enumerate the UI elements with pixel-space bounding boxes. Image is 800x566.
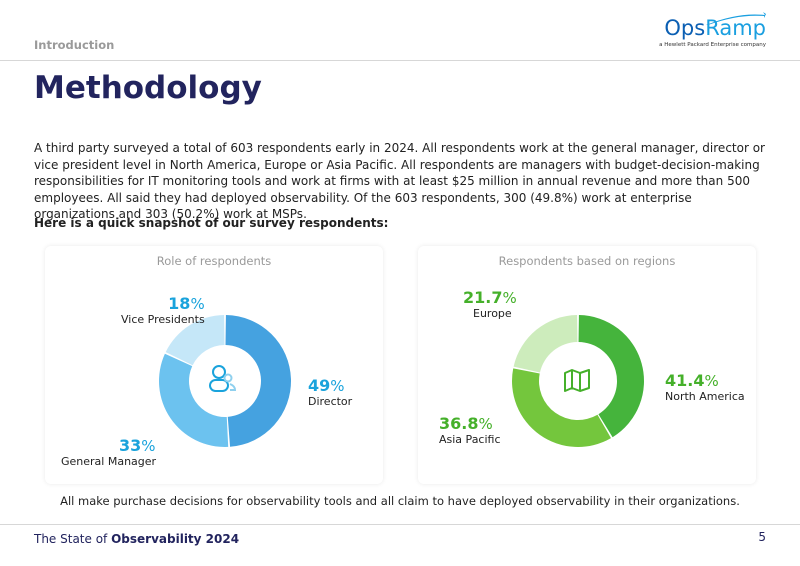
map-icon <box>564 369 590 392</box>
donut-segment-north-america <box>578 315 644 438</box>
roles-card-title: Role of respondents <box>156 254 272 268</box>
stat-value: 18 <box>168 294 191 313</box>
stat-general-manager: 33% General Manager <box>61 437 156 469</box>
page-title: Methodology <box>34 70 262 106</box>
stat-label: Asia Pacific <box>439 433 501 446</box>
stat-label: General Manager <box>61 455 157 468</box>
regions-card-title: Respondents based on regions <box>498 254 676 268</box>
footer-emphasis: Observability 2024 <box>111 532 240 546</box>
stat-label: Vice Presidents <box>121 313 205 326</box>
stat-label: Director <box>308 395 353 408</box>
stat-unit: % <box>502 289 517 307</box>
logo-swoosh-icon <box>706 12 766 25</box>
stat-unit: % <box>330 377 345 395</box>
stat-unit: % <box>478 415 493 433</box>
stat-unit: % <box>141 437 156 455</box>
stat-vice-presidents: 18% Vice Presidents <box>121 295 205 327</box>
footnote: All make purchase decisions for observab… <box>60 494 740 508</box>
donut-segment-general-manager <box>158 353 229 447</box>
stat-value: 41.4 <box>665 371 705 390</box>
donut-segment-europe <box>513 315 578 373</box>
stat-unit: % <box>704 372 719 390</box>
footer-prefix: The State of <box>34 532 112 546</box>
logo-brand-a: Ops <box>664 16 706 40</box>
opsramp-logo: OpsRamp a Hewlett Packard Enterprise com… <box>659 12 766 52</box>
section-label: Introduction <box>34 38 115 52</box>
regions-card: Respondents based on regions 21.7% Europ… <box>418 246 756 484</box>
stat-value: 49 <box>308 376 331 395</box>
stat-north-america: 41.4% North America <box>665 372 745 404</box>
donut-segment-asia-pacific <box>512 368 612 447</box>
logo-brand-b: Ramp <box>705 16 766 40</box>
donut-segment-director <box>225 315 291 447</box>
roles-donut-chart <box>158 315 291 447</box>
people-icon <box>209 365 237 392</box>
stat-label: North America <box>665 390 745 403</box>
logo-wordmark: OpsRamp <box>664 16 766 40</box>
stat-value: 36.8 <box>439 414 479 433</box>
stat-director: 49% Director <box>308 377 352 409</box>
stat-value: 21.7 <box>463 288 503 307</box>
snapshot-heading: Here is a quick snapshot of our survey r… <box>34 216 389 230</box>
page-number: 5 <box>758 530 766 544</box>
roles-card: Role of respondents 18% Vice Presidents … <box>45 246 383 484</box>
stat-europe: 21.7% Europe <box>463 289 517 321</box>
footer-report-title: The State of Observability 2024 <box>34 532 239 546</box>
header-divider <box>0 60 800 61</box>
footer-divider <box>0 524 800 525</box>
logo-tagline: a Hewlett Packard Enterprise company <box>659 42 766 48</box>
regions-donut-chart <box>512 315 644 447</box>
methodology-paragraph: A third party surveyed a total of 603 re… <box>34 141 765 221</box>
stat-asia-pacific: 36.8% Asia Pacific <box>439 415 501 447</box>
stat-label: Europe <box>473 307 512 320</box>
stat-unit: % <box>190 295 205 313</box>
donut-segment-vice-presidents <box>165 315 225 366</box>
stat-value: 33 <box>119 436 142 455</box>
